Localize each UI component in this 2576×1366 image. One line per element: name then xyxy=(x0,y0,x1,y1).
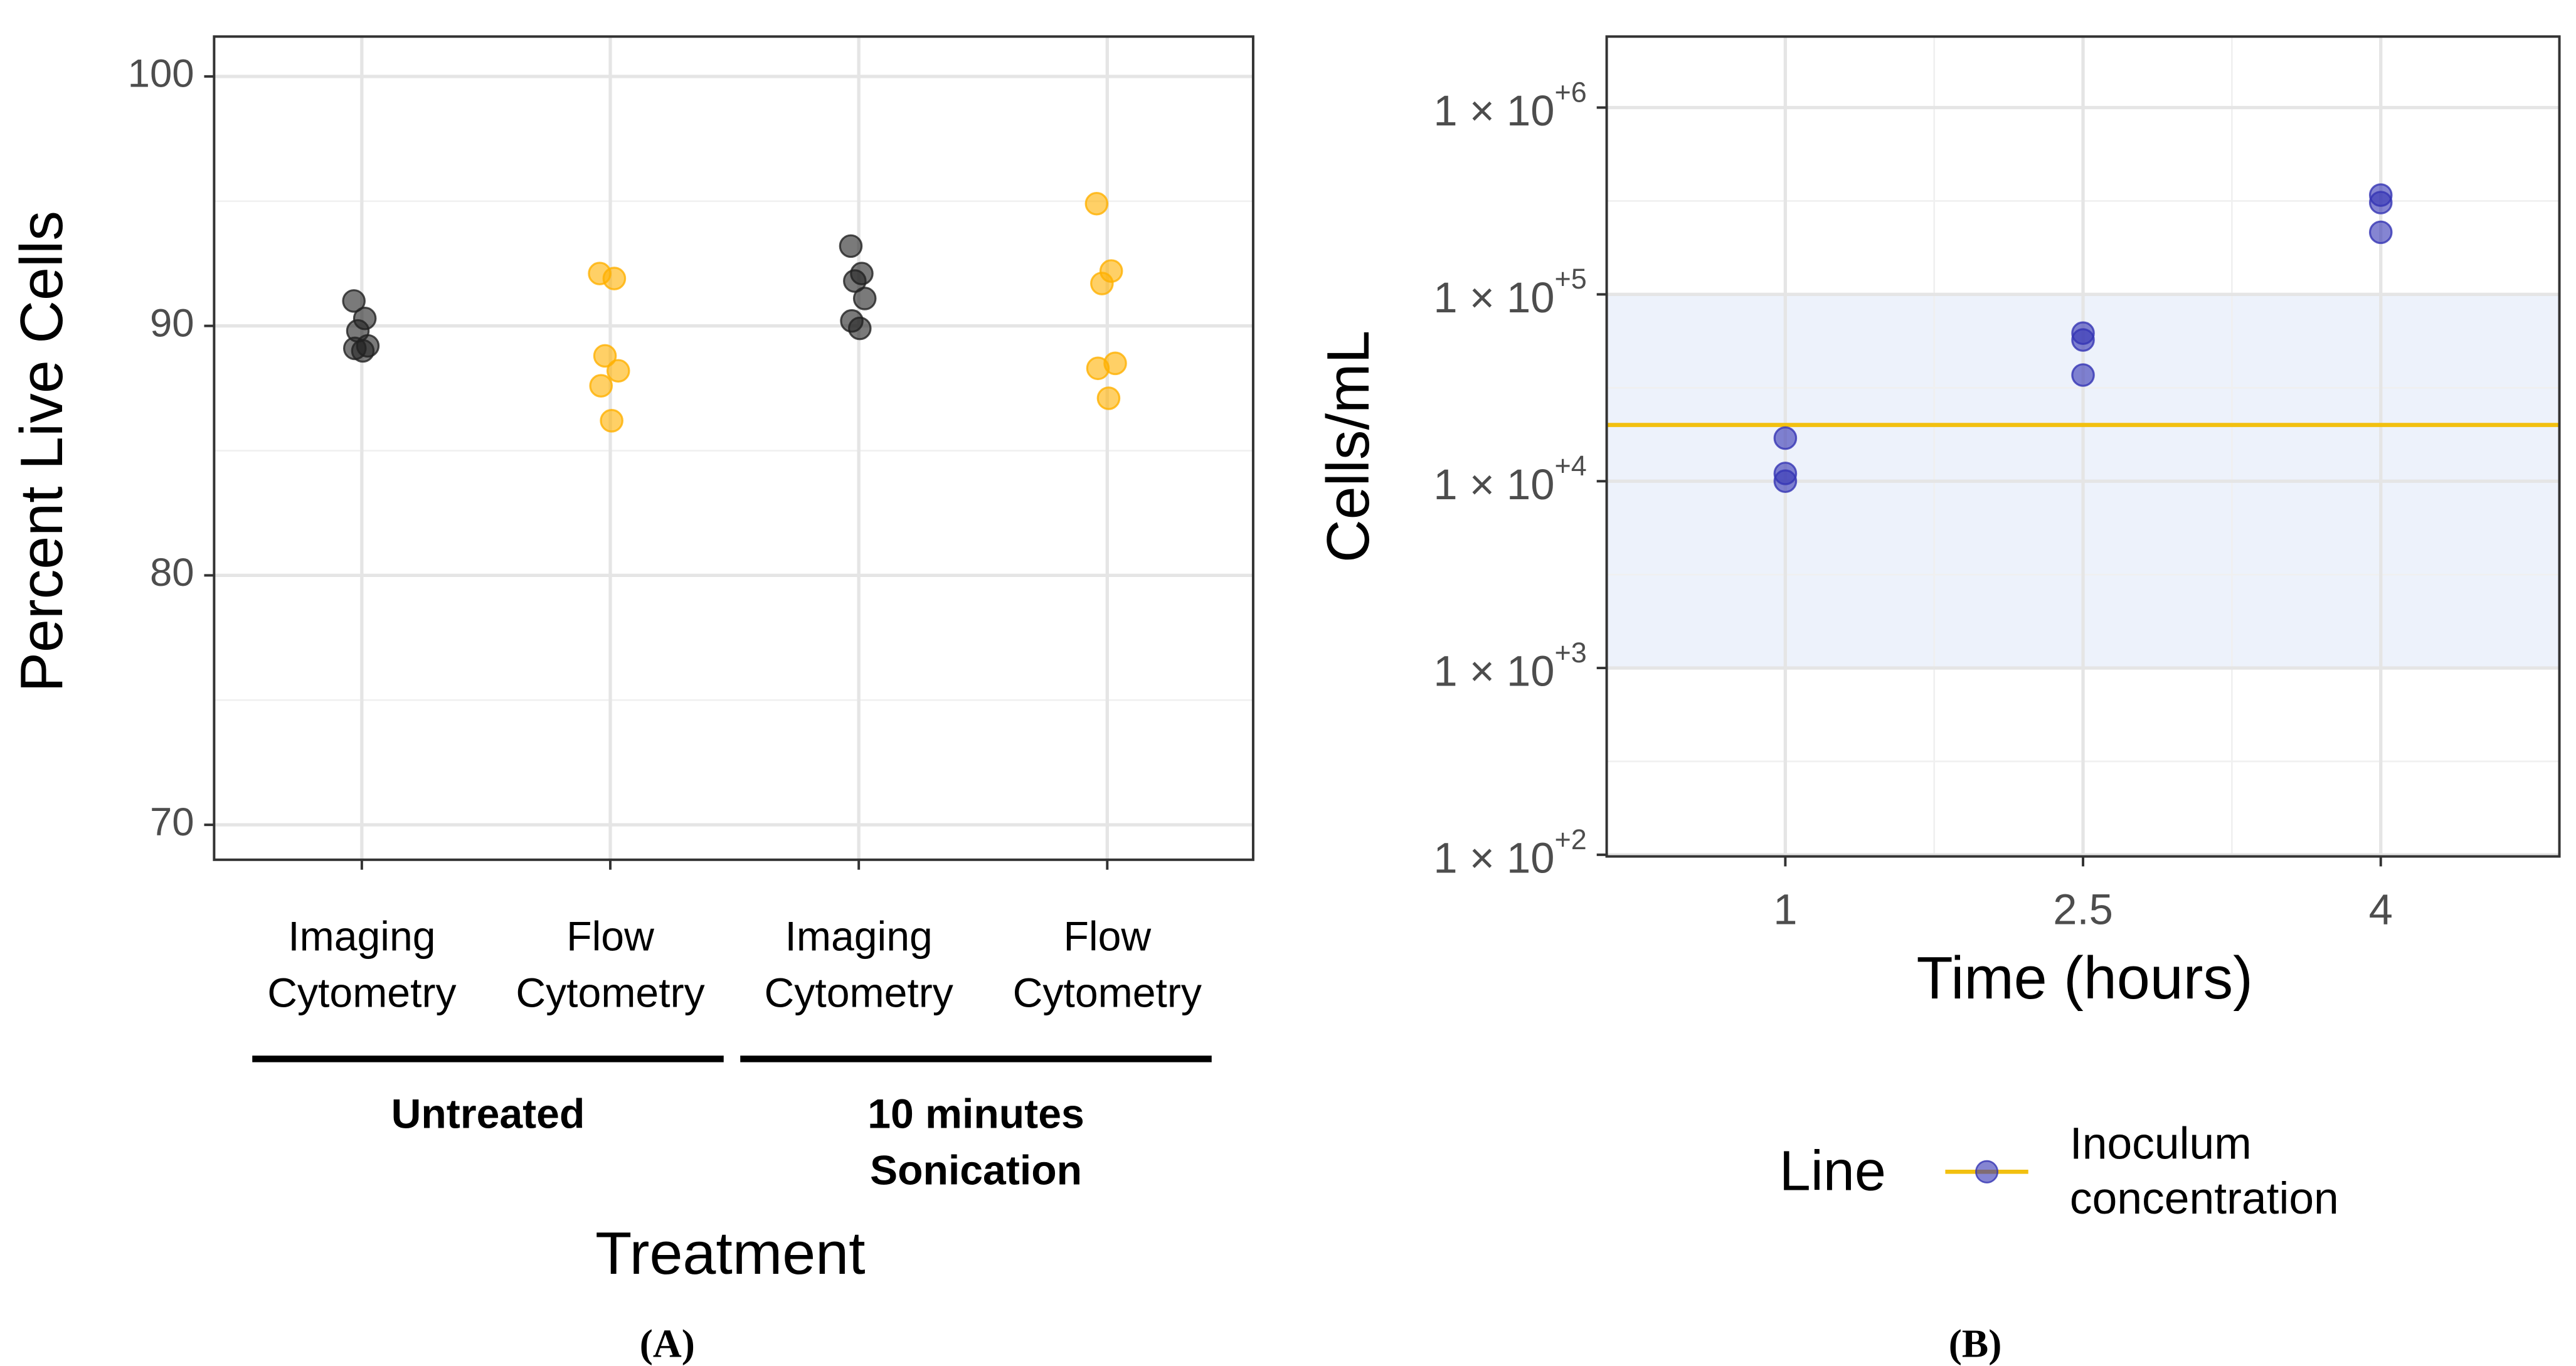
y-tick-label-exponent: +4 xyxy=(1555,450,1587,482)
point xyxy=(843,269,867,293)
x-axis-title: Treatment xyxy=(595,1220,866,1287)
point xyxy=(839,234,863,258)
y-tick-label-exponent: +6 xyxy=(1555,76,1587,108)
point xyxy=(593,344,617,368)
x-tick-label: Cytometry xyxy=(1013,970,1202,1016)
point xyxy=(847,316,872,341)
point xyxy=(1096,386,1121,410)
point xyxy=(1086,356,1110,381)
group-label: Untreated xyxy=(391,1091,585,1137)
y-tick-label-exponent: +5 xyxy=(1555,263,1587,295)
point xyxy=(852,287,877,310)
panel-label: (B) xyxy=(1949,1321,2002,1365)
x-tick-label: Flow xyxy=(1063,913,1151,960)
x-tick-label: Cytometry xyxy=(764,970,953,1016)
x-tick-label: 1 xyxy=(1773,886,1797,934)
point xyxy=(342,289,366,313)
y-tick-label-base: 1 × 10 xyxy=(1433,273,1554,322)
y-tick-label: 1 × 10+3 xyxy=(1433,637,1586,696)
x-tick-label: 4 xyxy=(2369,886,2393,934)
point xyxy=(1084,191,1109,216)
point xyxy=(1090,272,1114,295)
y-tick-label-exponent: +3 xyxy=(1555,637,1587,669)
y-tick-label-base: 1 × 10 xyxy=(1433,87,1554,135)
y-tick-label-exponent: +2 xyxy=(1555,823,1587,855)
y-tick-label: 1 × 10+2 xyxy=(1433,823,1586,882)
point xyxy=(606,359,630,383)
x-tick-label: Imaging xyxy=(785,913,933,960)
point xyxy=(1773,426,1798,450)
legend-title: Line xyxy=(1779,1140,1886,1202)
y-axis-title: Cells/mL xyxy=(1315,331,1382,563)
group-label: 10 minutes xyxy=(867,1091,1084,1137)
x-axis-title: Time (hours) xyxy=(1917,945,2253,1012)
point xyxy=(2071,363,2095,387)
y-axis-title: Percent Live Cells xyxy=(9,211,75,692)
legend-label: concentration xyxy=(2070,1173,2339,1224)
panel-border xyxy=(213,35,1254,861)
point xyxy=(2368,220,2393,245)
point xyxy=(600,409,623,433)
x-tick-label: Cytometry xyxy=(267,970,456,1016)
y-tick-label-base: 1 × 10 xyxy=(1433,460,1554,509)
point xyxy=(602,267,627,290)
panel-label: (A) xyxy=(640,1321,695,1365)
point xyxy=(589,374,613,398)
panel-border xyxy=(1605,35,2561,858)
y-tick-label-base: 1 × 10 xyxy=(1433,647,1554,696)
legend-label: Inoculum xyxy=(2070,1119,2252,1169)
x-tick-label: Flow xyxy=(566,913,654,960)
x-tick-label: 2.5 xyxy=(2053,886,2113,934)
legend-key-point xyxy=(1975,1160,1999,1183)
y-tick-label: 100 xyxy=(128,52,194,96)
y-tick-label: 70 xyxy=(150,800,194,844)
y-tick-label-base: 1 × 10 xyxy=(1433,834,1554,882)
y-tick-label: 1 × 10+4 xyxy=(1433,450,1586,509)
x-tick-label: Cytometry xyxy=(516,970,704,1016)
y-tick-label: 80 xyxy=(150,551,194,595)
y-tick-label: 90 xyxy=(150,301,194,345)
point xyxy=(2071,328,2095,352)
group-label: Sonication xyxy=(870,1147,1082,1194)
y-tick-label: 1 × 10+6 xyxy=(1433,76,1586,135)
y-tick-label: 1 × 10+5 xyxy=(1433,263,1586,322)
x-tick-label: Imaging xyxy=(288,913,435,960)
point xyxy=(1773,469,1798,494)
point xyxy=(2368,191,2393,214)
point xyxy=(351,339,375,363)
